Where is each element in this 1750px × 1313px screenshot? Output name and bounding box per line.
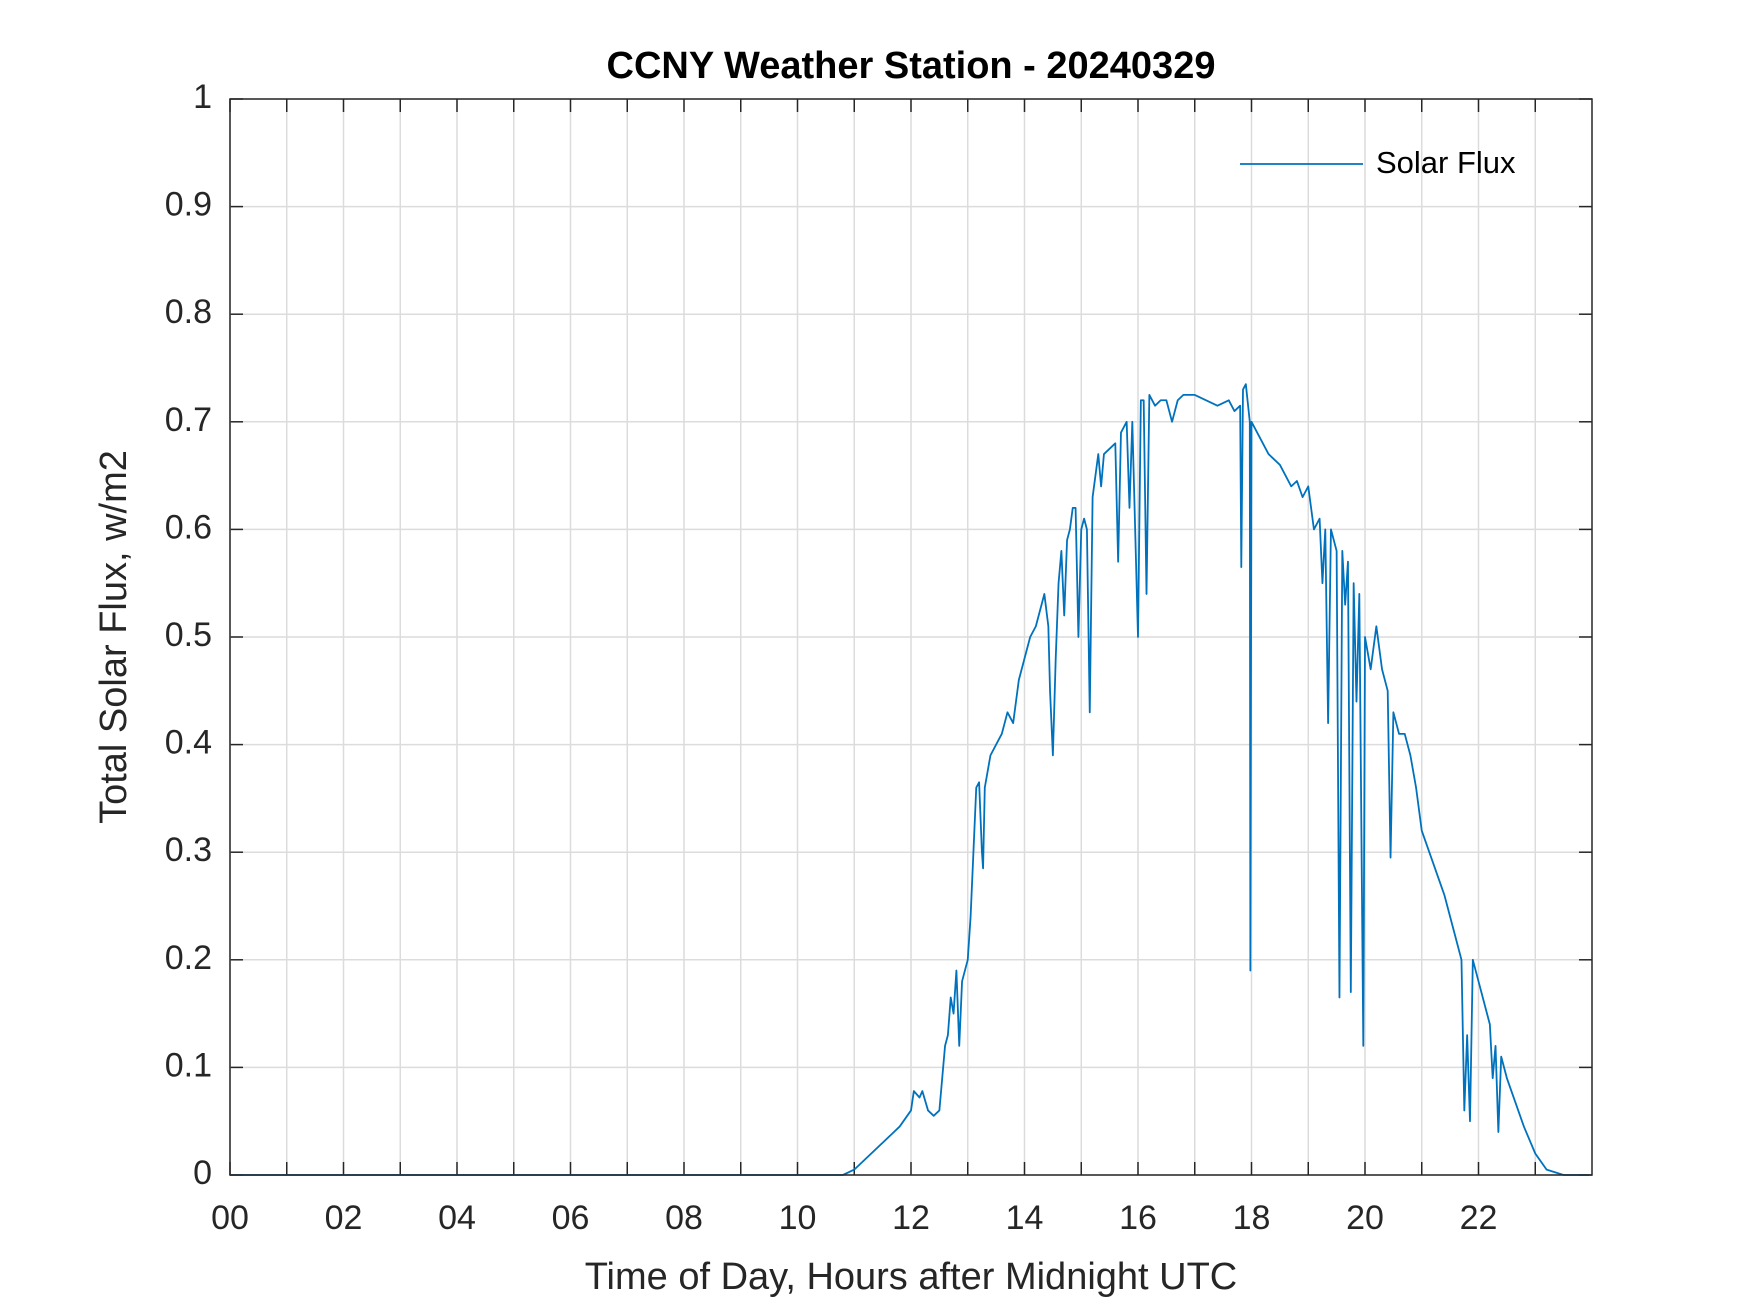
y-tick-label: 0.4 xyxy=(165,724,212,762)
y-tick-label: 0.6 xyxy=(165,508,212,546)
x-tick-label: 08 xyxy=(665,1199,703,1237)
y-tick-label: 0.7 xyxy=(165,401,212,439)
data-line xyxy=(230,383,1590,1176)
y-tick-label: 0.3 xyxy=(165,831,212,869)
y-tick-label: 0.2 xyxy=(165,939,212,977)
y-axis-label: Total Solar Flux, w/m2 xyxy=(93,450,135,824)
x-tick-label: 04 xyxy=(438,1199,476,1237)
x-tick-label: 00 xyxy=(211,1199,249,1237)
x-axis-label: Time of Day, Hours after Midnight UTC xyxy=(585,1256,1238,1298)
y-tick-label: 1 xyxy=(193,78,212,116)
y-tick-label: 0.1 xyxy=(165,1046,212,1084)
y-tick-label: 0 xyxy=(193,1154,212,1192)
x-tick-label: 02 xyxy=(325,1199,363,1237)
y-tick-label: 0.8 xyxy=(165,293,212,331)
plot-frame xyxy=(229,98,1593,1176)
x-tick-label: 20 xyxy=(1346,1199,1384,1237)
x-tick-label: 10 xyxy=(779,1199,817,1237)
y-tick-label: 0.5 xyxy=(165,616,212,654)
x-tick-label: 22 xyxy=(1460,1199,1498,1237)
x-tick-label: 18 xyxy=(1233,1199,1271,1237)
x-tick-label: 06 xyxy=(552,1199,590,1237)
x-tick-label: 12 xyxy=(892,1199,930,1237)
x-tick-label: 14 xyxy=(1006,1199,1044,1237)
x-tick-label: 16 xyxy=(1119,1199,1157,1237)
legend-label: Solar Flux xyxy=(1376,145,1516,180)
chart-title: CCNY Weather Station - 20240329 xyxy=(607,45,1216,87)
y-tick-label: 0.9 xyxy=(165,186,212,224)
